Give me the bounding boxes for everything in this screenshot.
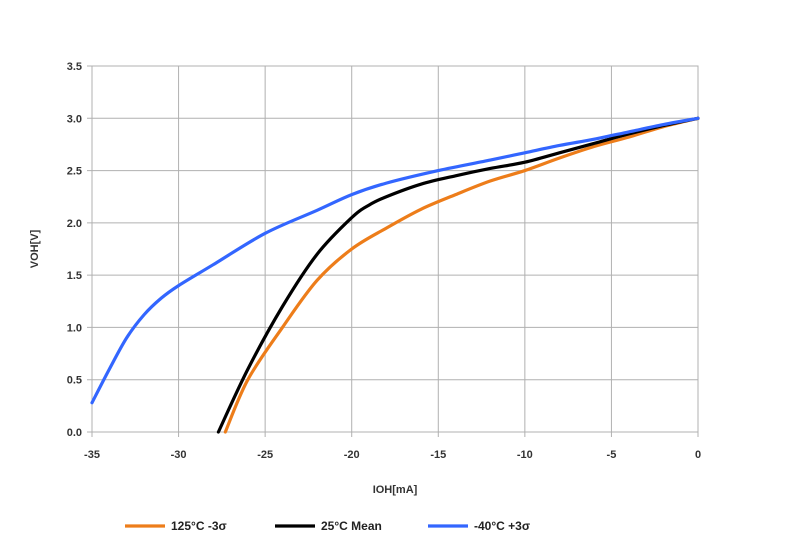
y-tick-label: 0.0 [67, 427, 82, 439]
y-axis-title: VOH[V] [29, 229, 41, 268]
tick-labels: -35 -30 -25 -20 -15 -10 -5 0 0.0 0.5 1.0 1.5 2.0 2.5 3… [67, 61, 701, 461]
legend-label: 125°C -3σ [171, 519, 227, 533]
x-tick-label: -15 [430, 449, 446, 461]
series-minus40c-plus3sigma-line [90, 116, 700, 405]
plot-frame [91, 65, 699, 433]
legend: 125°C -3σ 25°C Mean -40°C +3σ [125, 519, 530, 533]
x-tick-label: -30 [171, 449, 187, 461]
x-axis-title: IOH[mA] [373, 484, 418, 496]
y-tick-label: 2.0 [67, 218, 82, 230]
x-tick-label: -5 [607, 449, 617, 461]
y-tick-label: 3.5 [67, 61, 82, 73]
x-tick-label: -25 [257, 449, 273, 461]
grid [87, 65, 699, 437]
x-tick-label: -10 [517, 449, 533, 461]
series-25c-mean-line [216, 116, 700, 434]
y-tick-label: 3.0 [67, 113, 82, 125]
y-tick-label: 2.5 [67, 166, 82, 178]
x-tick-label: 0 [695, 449, 701, 461]
x-tick-label: -20 [344, 449, 360, 461]
y-tick-label: 1.0 [67, 322, 82, 334]
y-tick-label: 1.5 [67, 270, 82, 282]
y-tick-label: 0.5 [67, 375, 82, 387]
series-lines [90, 116, 700, 434]
x-tick-label: -35 [84, 449, 100, 461]
series-125c-minus3sigma-line [223, 116, 700, 434]
legend-label: -40°C +3σ [474, 519, 530, 533]
legend-label: 25°C Mean [321, 519, 382, 533]
